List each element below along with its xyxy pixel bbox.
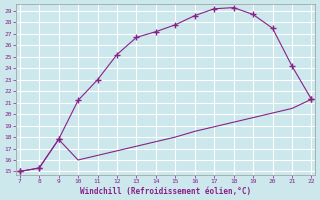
X-axis label: Windchill (Refroidissement éolien,°C): Windchill (Refroidissement éolien,°C): [80, 187, 251, 196]
